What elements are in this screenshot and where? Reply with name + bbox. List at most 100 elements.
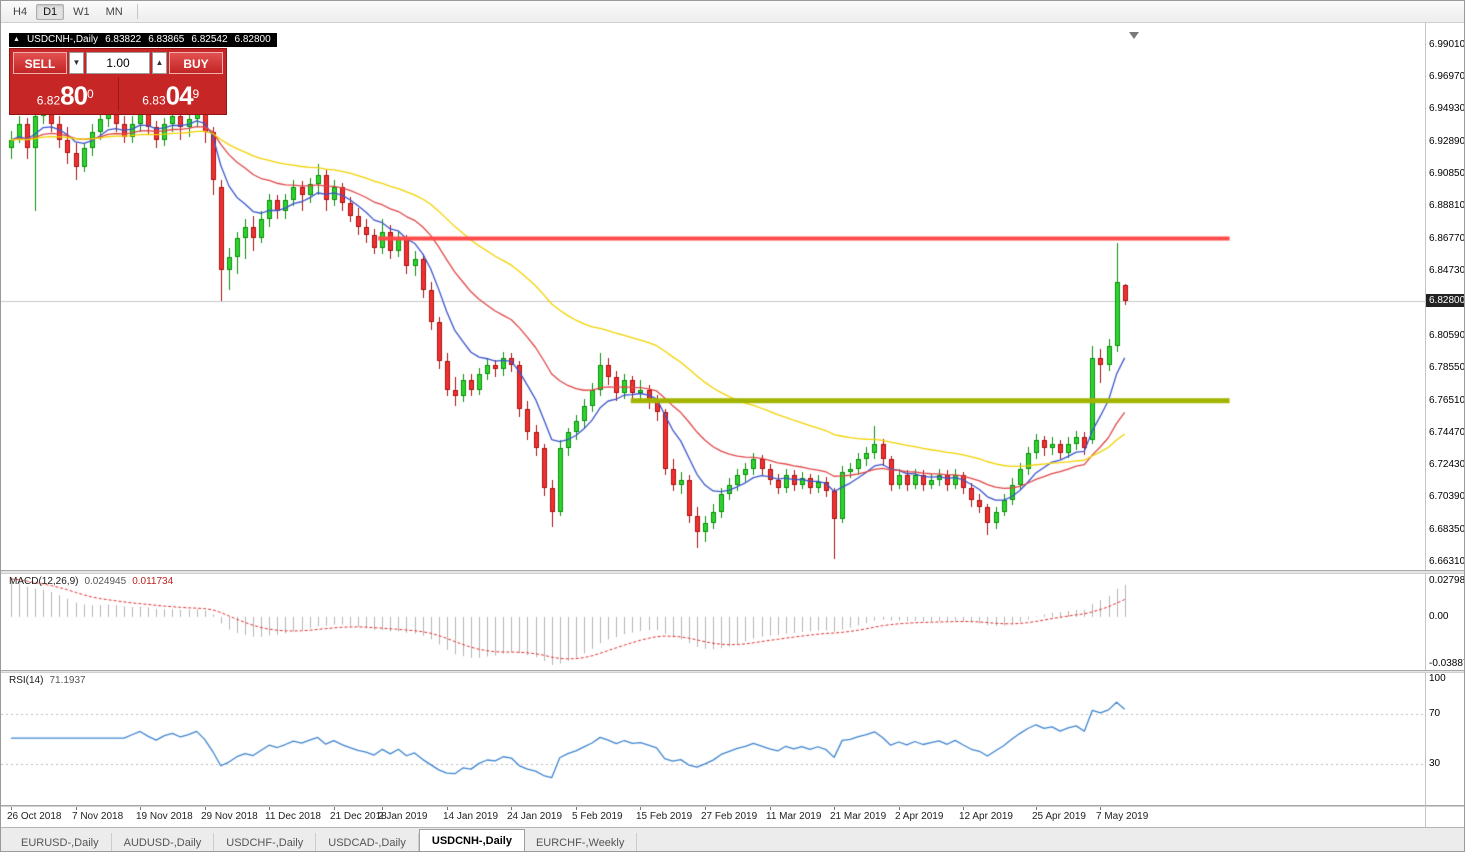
collapse-arrow-icon[interactable]: ▲ xyxy=(13,36,20,43)
date-tick xyxy=(11,807,12,810)
date-tick xyxy=(640,807,641,810)
sell-price-display[interactable]: 6.82800 xyxy=(13,77,119,111)
current-price-tag: 6.82800 xyxy=(1426,294,1464,308)
price-scale-label: 6.86770 xyxy=(1429,232,1465,244)
rsi-label: RSI(14) xyxy=(9,675,44,686)
macd-value-signal: 0.011734 xyxy=(132,576,174,587)
date-label: 2 Apr 2019 xyxy=(895,811,944,822)
date-tick xyxy=(963,807,964,810)
date-label: 26 Oct 2018 xyxy=(7,811,62,822)
date-tick xyxy=(1036,807,1037,810)
price-scale-label: 6.90850 xyxy=(1429,168,1465,179)
date-tick xyxy=(834,807,835,810)
date-label: 7 May 2019 xyxy=(1096,811,1149,822)
price-scale-label: 6.66310 xyxy=(1429,555,1465,567)
price-scale-label: 6.76510 xyxy=(1429,394,1465,406)
sell-price-big: 80 xyxy=(60,80,88,111)
main-chart-canvas[interactable] xyxy=(1,31,1425,571)
price-scale-divider xyxy=(1425,23,1426,827)
macd-label: MACD(12,26,9) xyxy=(9,576,79,587)
date-tick xyxy=(511,807,512,810)
chart-tab-eurusd-daily[interactable]: EURUSD-,Daily xyxy=(9,833,112,851)
volume-input[interactable]: 1.00 xyxy=(86,52,150,74)
date-tick xyxy=(770,807,771,810)
toolbar-separator xyxy=(136,4,138,19)
rsi-scale-70: 70 xyxy=(1429,708,1441,720)
ohlc-close: 6.82800 xyxy=(234,34,271,45)
volume-increase-button[interactable]: ▲ xyxy=(152,52,167,74)
sell-price-prefix: 6.82 xyxy=(36,93,61,108)
volume-decrease-button[interactable]: ▼ xyxy=(69,52,84,74)
date-axis-divider xyxy=(1,805,1464,807)
timeframe-button-w1[interactable]: W1 xyxy=(73,5,90,18)
chart-tab-eurchf-weekly[interactable]: EURCHF-,Weekly xyxy=(524,833,638,851)
date-label: 11 Dec 2018 xyxy=(265,811,321,822)
buy-price-big: 04 xyxy=(165,80,194,111)
ohlc-open: 6.83822 xyxy=(105,34,142,45)
sell-button[interactable]: SELL xyxy=(13,52,67,74)
buy-button[interactable]: BUY xyxy=(169,52,223,74)
sell-price-sup: 0 xyxy=(87,87,94,101)
date-label: 15 Feb 2019 xyxy=(636,811,693,822)
one-click-trading-panel: SELL ▼ 1.00 ▲ BUY 6.82800 6.83049 xyxy=(9,48,227,115)
date-label: 5 Feb 2019 xyxy=(572,811,623,822)
chart-tab-usdchf-daily[interactable]: USDCHF-,Daily xyxy=(214,833,317,851)
timeframe-toolbar: H4 D1 W1 MN xyxy=(1,1,1464,23)
date-label: 21 Dec 2018 xyxy=(330,811,387,822)
date-label: 27 Feb 2019 xyxy=(701,811,758,822)
date-tick xyxy=(899,807,900,810)
rsi-chart-canvas[interactable] xyxy=(1,673,1425,805)
date-label: 21 Mar 2019 xyxy=(830,811,887,822)
price-scale-label: 6.74470 xyxy=(1429,426,1465,438)
buy-price-sup: 9 xyxy=(192,87,200,101)
price-scale-label: 6.80590 xyxy=(1429,330,1465,342)
date-label: 2 Jan 2019 xyxy=(378,811,428,822)
rsi-value: 71.1937 xyxy=(49,675,86,686)
date-tick xyxy=(576,807,577,810)
macd-chart-canvas[interactable] xyxy=(1,574,1425,670)
date-label: 7 Nov 2018 xyxy=(72,811,124,822)
price-scale-label: 6.94930 xyxy=(1429,103,1465,115)
rsi-header: RSI(14) 71.1937 xyxy=(9,675,86,686)
date-label: 29 Nov 2018 xyxy=(201,811,258,822)
date-tick xyxy=(1100,807,1101,810)
date-label: 11 Mar 2019 xyxy=(766,811,822,822)
chart-tab-usdcad-daily[interactable]: USDCAD-,Daily xyxy=(316,833,419,851)
date-label: 14 Jan 2019 xyxy=(443,811,499,822)
date-label: 12 Apr 2019 xyxy=(959,811,1013,822)
date-label: 19 Nov 2018 xyxy=(136,811,193,822)
chart-tabs-bar: EURUSD-,Daily AUDUSD-,Daily USDCHF-,Daily U… xyxy=(1,827,1464,851)
price-scale-label: 6.92890 xyxy=(1429,135,1465,147)
buy-price-display[interactable]: 6.83049 xyxy=(119,77,224,111)
date-tick xyxy=(269,807,270,810)
macd-panel-resize-handle[interactable] xyxy=(1,570,1464,574)
macd-scale-bottom: -0.038874 xyxy=(1429,658,1464,669)
date-tick xyxy=(382,807,383,810)
price-scale-label: 6.88810 xyxy=(1429,200,1465,212)
rsi-panel-resize-handle[interactable] xyxy=(1,670,1464,673)
macd-value-main: 0.024945 xyxy=(84,576,127,587)
macd-scale-top: 0.027984 xyxy=(1429,575,1465,586)
date-tick xyxy=(447,807,448,810)
date-tick xyxy=(705,807,706,810)
chart-tab-usdcnh-daily[interactable]: USDCNH-,Daily xyxy=(418,829,525,851)
timeframe-button-d1[interactable]: D1 xyxy=(36,3,65,20)
price-scale-label: 6.99010 xyxy=(1429,38,1465,50)
date-tick xyxy=(140,807,141,810)
macd-scale-zero: 0.00 xyxy=(1429,610,1449,622)
rsi-scale-30: 30 xyxy=(1429,757,1441,769)
ohlc-high: 6.83865 xyxy=(148,34,185,45)
price-scale-label: 6.96970 xyxy=(1429,71,1465,83)
price-scale-label: 6.78550 xyxy=(1429,362,1465,374)
timeframe-button-mn[interactable]: MN xyxy=(105,5,123,18)
price-scale-label: 6.70390 xyxy=(1429,491,1465,503)
date-tick xyxy=(76,807,77,810)
date-tick xyxy=(334,807,335,810)
price-scale-label: 6.72430 xyxy=(1429,459,1465,471)
price-scale-label: 6.68350 xyxy=(1429,523,1465,535)
macd-header: MACD(12,26,9) 0.024945 0.011734 xyxy=(9,576,173,587)
timeframe-button-h4[interactable]: H4 xyxy=(13,5,28,18)
chart-tab-audusd-daily[interactable]: AUDUSD-,Daily xyxy=(112,833,215,851)
date-label: 24 Jan 2019 xyxy=(507,811,563,822)
